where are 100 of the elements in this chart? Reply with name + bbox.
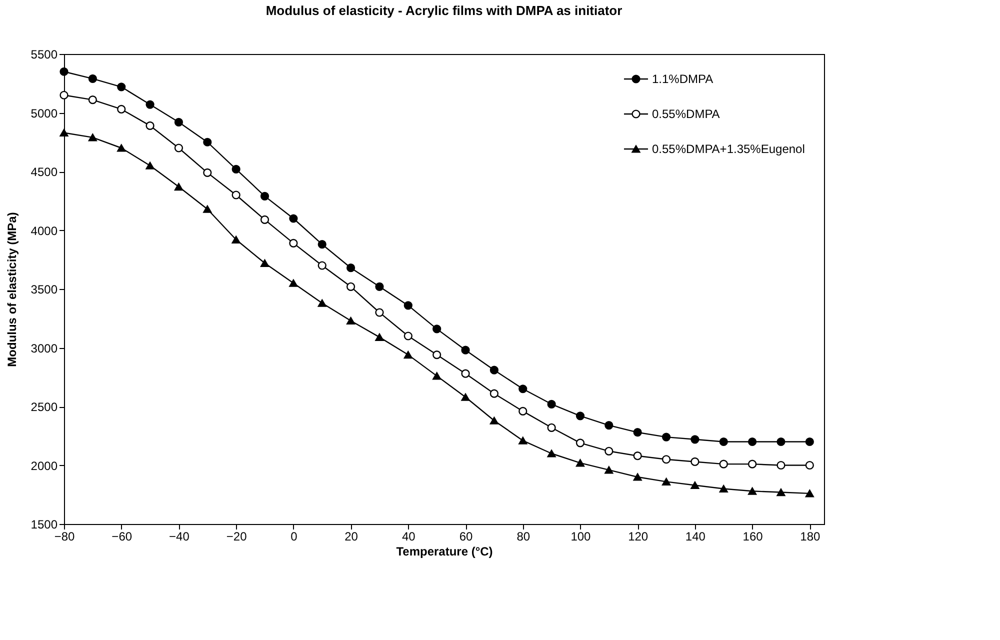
x-tick-label: 140 — [685, 530, 706, 544]
legend-label: 0.55%DMPA+1.35%Eugenol — [652, 142, 805, 156]
point — [461, 346, 470, 354]
point — [719, 484, 728, 493]
point — [662, 478, 671, 486]
point — [490, 366, 498, 374]
point — [146, 162, 154, 170]
point — [805, 490, 814, 498]
point — [461, 369, 470, 378]
point — [117, 82, 126, 92]
point — [776, 437, 786, 446]
point — [260, 259, 270, 267]
x-tick-label: 180 — [800, 530, 820, 544]
point — [604, 446, 614, 456]
point — [88, 134, 97, 142]
point — [404, 350, 412, 359]
point — [748, 487, 757, 495]
point — [346, 282, 356, 291]
legend-label: 1.1%DMPA — [652, 72, 714, 86]
x-tick-label: 80 — [516, 530, 530, 544]
point — [576, 438, 585, 448]
x-tick-label: −20 — [226, 530, 248, 544]
x-tick-label: −40 — [169, 530, 190, 544]
point — [633, 428, 642, 437]
point — [260, 192, 270, 200]
x-tick-label: 20 — [344, 530, 358, 544]
point — [318, 240, 326, 249]
point — [146, 121, 154, 130]
y-tick-label: 1500 — [30, 518, 58, 532]
x-tick-label: 40 — [402, 530, 416, 544]
point — [260, 215, 270, 224]
point — [633, 452, 642, 460]
point — [547, 423, 556, 432]
point — [88, 96, 97, 104]
point — [719, 437, 728, 446]
point — [60, 128, 68, 137]
point — [232, 164, 240, 174]
point — [805, 437, 814, 446]
point — [604, 466, 614, 474]
point — [174, 118, 184, 126]
point — [518, 384, 528, 394]
point — [232, 236, 240, 244]
point — [375, 333, 384, 341]
y-tick-label: 4500 — [30, 165, 58, 179]
y-tick-label: 4000 — [30, 224, 58, 238]
chart-title: Modulus of elasticity - Acrylic films with DMPA as initiator — [266, 3, 622, 18]
point — [748, 437, 757, 446]
x-tick-label: 160 — [742, 530, 764, 544]
point — [289, 279, 298, 287]
point — [690, 457, 700, 466]
point — [346, 316, 356, 325]
y-tick-label: 5000 — [30, 106, 58, 120]
point — [60, 90, 68, 100]
point — [88, 74, 97, 83]
point — [604, 421, 614, 430]
point — [748, 460, 757, 468]
point — [203, 168, 212, 177]
y-tick-label: 3500 — [30, 282, 58, 296]
x-axis-title: Temperature (°C) — [396, 544, 493, 558]
legend-label: 0.55%DMPA — [652, 107, 720, 121]
point — [690, 435, 700, 444]
point — [576, 412, 585, 420]
point — [633, 473, 642, 481]
point — [318, 261, 326, 270]
point — [490, 416, 498, 424]
point — [289, 214, 298, 223]
y-tick-label: 3000 — [30, 341, 58, 356]
point — [375, 308, 384, 317]
point — [404, 332, 412, 340]
point — [203, 138, 212, 146]
point — [60, 67, 68, 76]
point — [318, 299, 326, 307]
point — [547, 400, 556, 408]
point — [662, 455, 671, 464]
point — [461, 393, 470, 401]
point — [576, 459, 585, 467]
point — [719, 460, 728, 468]
y-axis-title: Modulus of elasticity (MPa) — [4, 212, 19, 367]
point — [289, 238, 298, 248]
y-tick-label: 2500 — [30, 400, 58, 414]
point — [662, 432, 671, 442]
point — [490, 389, 498, 398]
point — [518, 436, 528, 444]
x-tick-label: 0 — [290, 530, 298, 544]
x-tick-label: 60 — [459, 530, 474, 544]
x-tick-label: 120 — [628, 530, 648, 544]
point — [776, 488, 786, 496]
x-tick-label: −80 — [54, 530, 75, 544]
point — [805, 460, 814, 470]
x-tick-label: 100 — [570, 530, 592, 544]
x-tick-label: −60 — [112, 530, 132, 544]
point — [432, 350, 442, 360]
point — [146, 100, 154, 109]
point — [432, 372, 442, 380]
point — [203, 205, 212, 213]
point — [375, 282, 384, 291]
y-tick-label: 2000 — [30, 458, 58, 473]
point — [117, 104, 126, 114]
point — [432, 324, 442, 334]
point — [346, 264, 356, 272]
